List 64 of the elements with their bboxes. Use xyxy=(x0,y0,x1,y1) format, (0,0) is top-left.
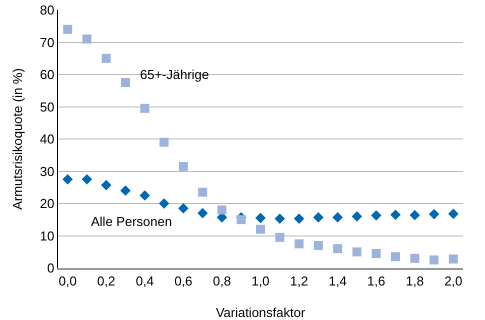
y-tick-label: 70 xyxy=(40,34,54,50)
point xyxy=(198,188,208,197)
x-tick-label: 0,8 xyxy=(212,274,231,289)
point xyxy=(63,24,72,34)
point xyxy=(255,212,266,224)
y-axis-title: Armutsrisikoquote (in %) xyxy=(10,68,25,210)
point xyxy=(82,174,92,185)
y-tick-label: 30 xyxy=(40,164,54,179)
point xyxy=(390,210,401,220)
point xyxy=(448,254,458,264)
point xyxy=(332,212,343,223)
x-tick-label: 1,8 xyxy=(406,274,424,289)
y-tick-label: 0 xyxy=(47,260,54,276)
point xyxy=(428,208,440,220)
y-tick-label: 50 xyxy=(40,99,54,114)
point xyxy=(294,239,304,248)
x-tick-label: 1,6 xyxy=(367,274,386,289)
y-tick-label: 80 xyxy=(40,2,54,18)
point xyxy=(102,54,111,63)
point xyxy=(256,224,265,234)
point xyxy=(178,203,189,214)
x-tick-label: 1,0 xyxy=(251,274,270,289)
point xyxy=(121,78,130,88)
point xyxy=(62,174,73,185)
point xyxy=(314,240,323,250)
series-label: 65+-Jährige xyxy=(140,67,210,82)
y-tick-label: 40 xyxy=(40,132,54,147)
y-tick-label: 10 xyxy=(40,228,54,244)
point xyxy=(410,210,420,220)
point xyxy=(275,232,284,242)
x-axis-title: Variationsfaktor xyxy=(216,305,306,320)
x-tick-label: 0,6 xyxy=(174,274,192,289)
point xyxy=(160,138,169,147)
y-tick-label: 20 xyxy=(40,196,54,212)
point xyxy=(448,208,459,220)
point xyxy=(178,162,188,171)
point xyxy=(197,208,208,218)
point xyxy=(313,212,324,223)
point xyxy=(217,205,226,214)
x-tick-label: 1,2 xyxy=(290,274,308,289)
point xyxy=(371,210,382,221)
point xyxy=(410,254,420,263)
point xyxy=(82,34,92,44)
x-tick-label: 0,2 xyxy=(97,274,116,289)
point xyxy=(236,215,246,224)
x-tick-label: 1,4 xyxy=(328,274,347,289)
point xyxy=(158,198,170,209)
x-tick-label: 2,0 xyxy=(444,274,462,289)
point xyxy=(140,190,150,201)
point xyxy=(101,180,112,190)
point xyxy=(372,248,381,258)
point xyxy=(430,255,439,264)
point xyxy=(391,252,400,262)
x-tick-label: 0,4 xyxy=(136,274,154,289)
point xyxy=(140,104,150,113)
y-tick-label: 60 xyxy=(40,67,54,82)
point xyxy=(274,213,285,224)
point xyxy=(294,213,304,224)
point xyxy=(333,244,342,254)
series-label: Alle Personen xyxy=(91,214,172,229)
x-tick-label: 0,0 xyxy=(58,274,77,289)
point xyxy=(120,185,131,196)
point xyxy=(352,247,362,256)
point xyxy=(352,211,362,222)
